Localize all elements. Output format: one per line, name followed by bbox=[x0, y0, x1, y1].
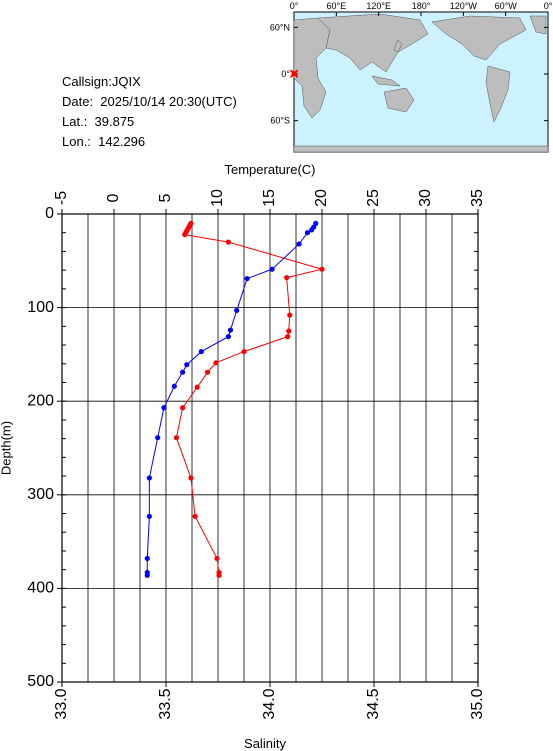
depth-tick-label: 500 bbox=[27, 673, 54, 690]
temperature-point bbox=[173, 435, 179, 441]
salinity-tick-label: 34.5 bbox=[365, 688, 382, 719]
salinity-tick-label: 35.0 bbox=[469, 688, 486, 719]
salinity-tick-label: 33.5 bbox=[157, 688, 174, 719]
latitude-text: Lat.: 39.875 bbox=[62, 114, 135, 129]
salinity-point bbox=[171, 383, 177, 389]
map-lat-label: 60°N bbox=[270, 22, 290, 32]
temperature-point bbox=[186, 224, 192, 230]
land-japan bbox=[393, 39, 403, 53]
temperature-point bbox=[225, 239, 231, 245]
salinity-point bbox=[234, 307, 240, 314]
longitude-text: Lon.: 142.296 bbox=[62, 134, 146, 149]
land-south-america bbox=[485, 65, 511, 123]
salinity-axis-title: Salinity bbox=[244, 736, 286, 751]
map-lon-label: 180° bbox=[412, 1, 431, 11]
salinity-point bbox=[161, 405, 167, 411]
depth-tick-label: 200 bbox=[27, 392, 54, 409]
temperature-point bbox=[180, 405, 186, 411]
salinity-point bbox=[144, 572, 150, 578]
temperature-tick-label: 35 bbox=[469, 189, 486, 207]
world-map: 0° 60°E 120°E 180° 120°W 60°W 0° 60°N 0° 60°S bbox=[270, 1, 553, 153]
temperature-tick-label: 10 bbox=[209, 189, 226, 207]
temperature-point bbox=[182, 231, 188, 238]
temperature-point bbox=[216, 569, 222, 576]
station-dot bbox=[291, 71, 297, 77]
station-info: Callsign:JQIX Date: 2025/10/14 20:30(UTC… bbox=[62, 72, 237, 152]
land-asia bbox=[317, 13, 429, 73]
depth-tick-label: 400 bbox=[27, 580, 54, 597]
date-text: Date: 2025/10/14 20:30(UTC) bbox=[62, 94, 237, 109]
temperature-tick-label: 30 bbox=[417, 189, 434, 207]
temperature-line bbox=[175, 223, 324, 576]
plot-frame bbox=[61, 213, 479, 683]
map-lon-label: 120°E bbox=[366, 1, 391, 11]
salinity-line bbox=[146, 223, 317, 576]
temperature-point bbox=[188, 220, 194, 226]
map-lon-label: 120°W bbox=[450, 1, 478, 11]
temperature-tick-label: 20 bbox=[313, 189, 330, 207]
land-indonesia bbox=[371, 75, 401, 87]
temperature-point bbox=[188, 475, 194, 481]
callsign-text: Callsign:JQIX bbox=[62, 74, 141, 89]
temperature-point bbox=[287, 312, 293, 318]
map-lat-label: 60°S bbox=[270, 116, 290, 126]
salinity-point bbox=[198, 348, 204, 355]
map-lon-label: 60°W bbox=[495, 1, 518, 11]
salinity-point bbox=[313, 220, 319, 226]
depth-axis-title: Depth(m) bbox=[0, 421, 13, 475]
salinity-point bbox=[311, 224, 317, 230]
depth-tick-label: 0 bbox=[45, 205, 54, 222]
temperature-point bbox=[286, 328, 292, 334]
temperature-point bbox=[192, 513, 198, 519]
temperature-point bbox=[187, 222, 193, 228]
land-greenland bbox=[529, 15, 547, 35]
depth-tick-label: 100 bbox=[27, 299, 54, 316]
land-antarctica bbox=[293, 145, 549, 153]
temperature-point bbox=[183, 230, 189, 236]
temperature-tick-label: 0 bbox=[105, 193, 122, 202]
salinity-tick-label: 33.0 bbox=[53, 688, 70, 719]
temperature-point bbox=[284, 275, 290, 281]
temperature-point bbox=[319, 266, 325, 272]
temperature-point bbox=[184, 228, 190, 234]
temperature-point bbox=[213, 360, 219, 366]
station-marker bbox=[289, 69, 299, 78]
salinity-point bbox=[180, 369, 186, 375]
temperature-tick-label: -5 bbox=[53, 191, 70, 205]
salinity-point bbox=[304, 230, 311, 236]
temperature-tick-label: 25 bbox=[365, 189, 382, 207]
salinity-point bbox=[144, 555, 150, 562]
temperature-point bbox=[185, 226, 191, 232]
map-lat-label: 0° bbox=[281, 69, 290, 79]
land-north-america bbox=[431, 15, 527, 61]
salinity-point bbox=[155, 435, 161, 441]
temperature-point bbox=[205, 369, 211, 375]
temperature-axis-title: Temperature(C) bbox=[224, 162, 315, 177]
temperature-tick-label: 15 bbox=[261, 189, 278, 207]
temperature-tick-label: 5 bbox=[157, 193, 174, 202]
salinity-point bbox=[144, 569, 150, 576]
temperature-point bbox=[241, 348, 247, 355]
map-lon-label: 0° bbox=[290, 1, 299, 11]
map-land bbox=[293, 13, 549, 153]
salinity-point bbox=[184, 362, 190, 368]
salinity-tick-label: 34.0 bbox=[261, 688, 278, 719]
salinity-point bbox=[244, 275, 250, 282]
map-lon-label: 0° bbox=[544, 1, 553, 11]
salinity-point bbox=[225, 334, 231, 340]
temperature-point bbox=[194, 384, 200, 390]
salinity-point bbox=[296, 241, 302, 247]
temperature-point bbox=[285, 334, 291, 340]
depth-tick-label: 300 bbox=[27, 486, 54, 503]
salinity-point bbox=[146, 513, 152, 519]
salinity-point bbox=[269, 266, 275, 272]
land-australia bbox=[383, 87, 415, 113]
salinity-point bbox=[146, 475, 152, 481]
temperature-point bbox=[214, 555, 220, 562]
salinity-point bbox=[227, 327, 234, 333]
temperature-point bbox=[216, 572, 222, 578]
map-lon-label: 60°E bbox=[327, 1, 347, 11]
salinity-point bbox=[309, 227, 315, 233]
